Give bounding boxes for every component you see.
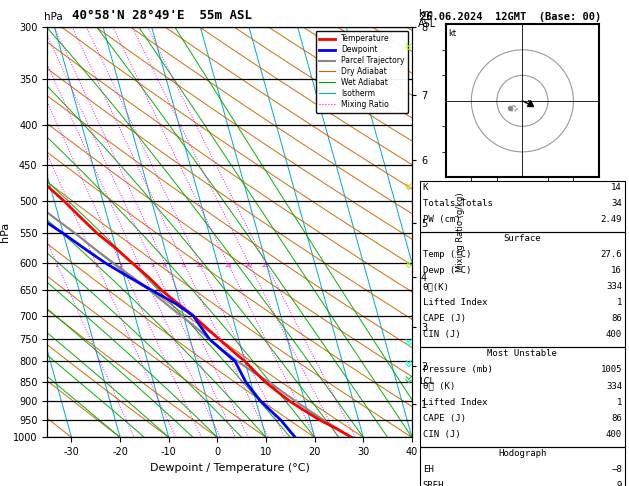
Text: 1005: 1005	[601, 365, 622, 375]
Text: Most Unstable: Most Unstable	[487, 349, 557, 359]
Text: 9: 9	[616, 481, 622, 486]
Text: 26.06.2024  12GMT  (Base: 00): 26.06.2024 12GMT (Base: 00)	[420, 12, 601, 22]
Text: 25: 25	[262, 263, 269, 268]
Text: »: »	[399, 41, 414, 51]
Text: 20: 20	[245, 263, 253, 268]
Text: CIN (J): CIN (J)	[423, 430, 460, 439]
Text: 400: 400	[606, 330, 622, 340]
Text: EH: EH	[423, 465, 433, 474]
Text: CAPE (J): CAPE (J)	[423, 414, 465, 423]
Text: CIN (J): CIN (J)	[423, 330, 460, 340]
Text: Hodograph: Hodograph	[498, 449, 547, 458]
Text: kt: kt	[448, 29, 457, 38]
Y-axis label: hPa: hPa	[0, 222, 10, 242]
Text: K: K	[423, 183, 428, 192]
Text: 86: 86	[611, 414, 622, 423]
Text: PW (cm): PW (cm)	[423, 215, 460, 225]
Text: CAPE (J): CAPE (J)	[423, 314, 465, 324]
Text: 40°58'N 28°49'E  55m ASL: 40°58'N 28°49'E 55m ASL	[72, 9, 252, 22]
Text: 2: 2	[94, 263, 98, 268]
Text: 6: 6	[163, 263, 167, 268]
Text: »: »	[399, 375, 414, 384]
Text: ASL: ASL	[418, 19, 437, 29]
Text: LCL: LCL	[420, 378, 435, 386]
Text: Totals Totals: Totals Totals	[423, 199, 493, 208]
Text: 1: 1	[55, 263, 58, 268]
Text: Mixing Ratio (g/kg): Mixing Ratio (g/kg)	[456, 192, 465, 272]
Text: 400: 400	[606, 430, 622, 439]
Text: 27.6: 27.6	[601, 250, 622, 260]
Text: hPa: hPa	[44, 12, 63, 22]
Text: 5: 5	[151, 263, 155, 268]
Text: 3: 3	[118, 263, 123, 268]
Text: Surface: Surface	[504, 234, 541, 243]
Text: Lifted Index: Lifted Index	[423, 298, 487, 308]
Text: 1: 1	[616, 398, 622, 407]
Text: 2.49: 2.49	[601, 215, 622, 225]
Text: 334: 334	[606, 382, 622, 391]
Text: Pressure (mb): Pressure (mb)	[423, 365, 493, 375]
Text: 86: 86	[611, 314, 622, 324]
Text: »: »	[399, 338, 414, 347]
Text: 14: 14	[611, 183, 622, 192]
Text: Temp (°C): Temp (°C)	[423, 250, 471, 260]
Text: −8: −8	[611, 465, 622, 474]
Legend: Temperature, Dewpoint, Parcel Trajectory, Dry Adiabat, Wet Adiabat, Isotherm, Mi: Temperature, Dewpoint, Parcel Trajectory…	[316, 31, 408, 113]
Text: Lifted Index: Lifted Index	[423, 398, 487, 407]
Text: SREH: SREH	[423, 481, 444, 486]
Text: 10: 10	[195, 263, 203, 268]
Text: 1: 1	[616, 298, 622, 308]
Text: »: »	[399, 181, 414, 191]
Text: θᴀ(K): θᴀ(K)	[423, 282, 450, 292]
Text: 4: 4	[136, 263, 140, 268]
Text: 8: 8	[182, 263, 186, 268]
Text: 34: 34	[611, 199, 622, 208]
Text: »: »	[399, 359, 414, 368]
Text: Dewp (°C): Dewp (°C)	[423, 266, 471, 276]
X-axis label: Dewpoint / Temperature (°C): Dewpoint / Temperature (°C)	[150, 463, 309, 473]
Text: »: »	[399, 260, 414, 269]
Text: km: km	[418, 9, 433, 19]
Text: 16: 16	[611, 266, 622, 276]
Text: 15: 15	[224, 263, 231, 268]
Text: 334: 334	[606, 282, 622, 292]
Text: θᴇ (K): θᴇ (K)	[423, 382, 455, 391]
